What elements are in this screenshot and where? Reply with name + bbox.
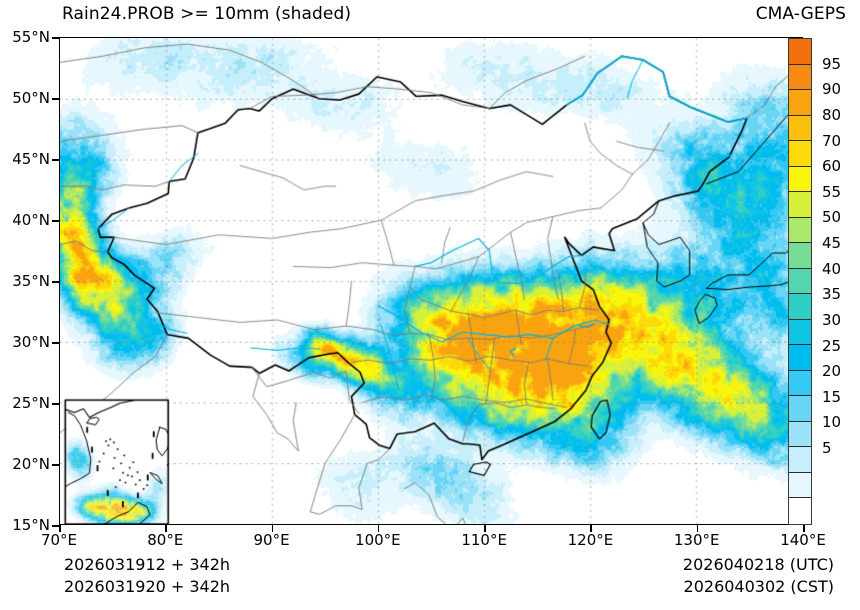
lat-tick-label: 35°N [12,272,50,290]
colorbar-tick-label: 25 [822,336,842,355]
colorbar-swatch [789,90,811,116]
colorbar-tick-label: 95 [822,54,842,73]
colorbar-tick-label: 70 [822,131,842,150]
colorbar-tick-label: 45 [822,234,842,253]
colorbar-swatch [789,447,811,473]
colorbar-tick-label: 35 [822,285,842,304]
colorbar-swatch [789,345,811,371]
lat-tick-label: 45°N [12,150,50,168]
lat-tick-label: 55°N [12,28,50,46]
lat-tick-mark [52,403,59,405]
colorbar-swatch [789,319,811,346]
lon-tick-mark [165,525,167,532]
colorbar-swatch [789,268,811,295]
lat-tick-mark [52,464,59,466]
lat-tick-label: 25°N [12,394,50,412]
colorbar-swatch [789,370,811,397]
colorbar-tick-label: 60 [822,157,842,176]
lat-tick-mark [52,159,59,161]
lon-tick-label: 140°E [780,531,826,549]
colorbar-swatch [789,192,811,218]
colorbar-tick-label: 40 [822,259,842,278]
lon-tick-mark [484,525,486,532]
page-title: Rain24.PROB >= 10mm (shaded) [62,4,352,24]
lat-tick-mark [52,281,59,283]
lon-tick-mark [377,525,380,532]
init-time-cst: 2026031920 + 342h [64,577,231,596]
colorbar-swatch [789,64,811,91]
colorbar-swatch [789,115,811,142]
lon-tick-mark [271,525,274,532]
lon-tick-mark [590,525,593,532]
colorbar-tick-label: 5 [822,439,832,458]
precipitation-probability-map [60,38,802,524]
colorbar-tick-label: 80 [822,105,842,124]
init-time-utc: 2026031912 + 342h [64,555,231,574]
lat-tick-mark [52,98,59,100]
lon-tick-label: 100°E [355,531,401,549]
colorbar-tick-label: 10 [822,413,842,432]
map-plot-area [59,37,803,525]
lon-tick-label: 90°E [253,531,290,549]
lon-tick-label: 130°E [673,531,720,549]
lon-tick-mark [59,525,61,532]
colorbar-swatch [789,396,811,422]
colorbar-swatch [789,39,811,65]
lon-tick-label: 70°E [40,531,78,549]
lat-tick-mark [52,525,59,527]
lat-tick-label: 20°N [12,455,50,473]
colorbar-tick-label: 30 [822,310,842,329]
lat-tick-label: 30°N [12,333,50,351]
lat-tick-mark [52,220,59,222]
colorbar-tick-label: 15 [822,387,842,406]
lon-tick-label: 80°E [147,531,184,549]
lat-tick-label: 15°N [12,516,50,534]
colorbar-swatch [789,166,811,193]
lon-tick-mark [696,525,699,532]
colorbar-swatch [789,141,811,167]
colorbar-swatch [789,217,811,244]
lat-tick-label: 50°N [12,89,50,107]
lat-tick-mark [52,37,59,39]
lon-tick-label: 120°E [567,531,614,549]
lon-tick-mark [803,525,805,532]
colorbar-tick-label: 50 [822,208,842,227]
model-label: CMA-GEPS [755,4,846,24]
colorbar-swatch [789,243,811,269]
colorbar [788,38,812,525]
colorbar-swatch [789,498,811,524]
colorbar-swatch [789,472,811,499]
colorbar-tick-label: 55 [822,182,842,201]
colorbar-tick-label: 20 [822,362,842,381]
valid-time-cst: 2026040302 (CST) [683,577,834,596]
colorbar-swatch [789,421,811,448]
lat-tick-label: 40°N [12,211,50,229]
lat-tick-mark [52,342,59,344]
colorbar-swatch [789,294,811,320]
lon-tick-label: 110°E [461,531,507,549]
colorbar-tick-label: 90 [822,80,842,99]
valid-time-utc: 2026040218 (UTC) [682,555,834,574]
